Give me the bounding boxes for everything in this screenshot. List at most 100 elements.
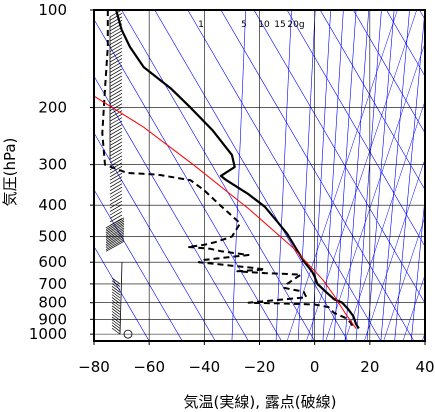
mixing-ratio-line-1 <box>275 10 292 341</box>
y-tick-label-6: 700 <box>38 275 67 293</box>
wind-barb <box>109 190 123 198</box>
y-tick-label-8: 900 <box>38 310 67 328</box>
wind-barbs <box>105 10 133 339</box>
dewpoint-line <box>101 10 355 328</box>
mixing-ratio-line-4 <box>322 10 344 341</box>
wind-barb <box>109 120 123 129</box>
x-tick-label-0: −80 <box>78 358 110 376</box>
wind-barb <box>105 224 125 235</box>
wind-barb <box>109 183 123 191</box>
x-tick-label-6: 40 <box>415 358 434 376</box>
parcel-line <box>94 95 357 329</box>
wind-barb <box>109 44 123 52</box>
mixing-ratio-label-0: 1 <box>198 20 204 30</box>
wind-barb <box>111 316 121 324</box>
dry-adiabat-4 <box>94 18 282 341</box>
mixing-ratio-line-6 <box>344 10 370 341</box>
wind-barb <box>111 283 121 290</box>
wind-barb <box>109 148 123 157</box>
mixing-ratio-labels: 1 5 10 15 20g <box>198 20 304 30</box>
wind-barb <box>109 145 123 153</box>
wind-barb <box>105 225 125 237</box>
temperature-line <box>115 10 360 329</box>
y-tick-label-4: 500 <box>38 228 67 246</box>
wind-barb <box>111 313 121 321</box>
wind-barb <box>109 13 123 21</box>
wind-barb <box>111 322 121 329</box>
wind-barb <box>111 325 121 332</box>
wind-barb <box>111 302 121 310</box>
wind-barb <box>109 99 123 108</box>
wind-barb <box>111 311 121 318</box>
wind-barb <box>109 155 123 164</box>
dry-adiabat-6 <box>154 10 349 341</box>
wind-barb <box>111 327 121 335</box>
wind-barb <box>105 229 125 240</box>
wind-barb <box>109 37 123 45</box>
dry-adiabat-3 <box>94 75 249 341</box>
wind-barb <box>109 113 123 122</box>
x-axis-title: 気温(実線), 露点(破線) <box>184 393 337 411</box>
wind-barb <box>105 217 125 229</box>
x-tick-label-2: −40 <box>189 358 221 376</box>
wind-barb <box>105 222 125 234</box>
wind-barb <box>111 286 121 293</box>
dry-adiabat-0 <box>94 245 150 341</box>
y-tick-label-2: 300 <box>38 156 67 174</box>
wind-barb <box>109 79 123 87</box>
wind-barb <box>111 297 121 304</box>
wind-barb <box>109 75 123 84</box>
wind-barb <box>109 165 123 174</box>
wind-barb <box>109 89 123 98</box>
wind-barb <box>109 186 123 195</box>
wind-barb <box>111 299 121 307</box>
dry-adiabat-2 <box>94 132 216 341</box>
wind-barb <box>111 277 121 285</box>
x-tick-label-5: 20 <box>360 358 379 376</box>
guide-lines <box>94 10 425 341</box>
wind-barb <box>109 211 123 219</box>
wind-barb <box>105 239 125 250</box>
dry-adiabat-8 <box>220 10 415 341</box>
isotherm-5 <box>383 216 425 341</box>
wind-barb <box>109 207 123 216</box>
wind-barb <box>109 162 123 171</box>
wind-barb <box>109 51 123 59</box>
wind-barb <box>105 241 125 252</box>
wind-calm-circle <box>123 329 133 339</box>
series-lines <box>94 10 360 329</box>
y-tick-label-3: 400 <box>38 196 67 214</box>
y-tick-label-5: 600 <box>38 253 67 271</box>
mixing-ratio-line-0 <box>231 10 247 341</box>
wind-barb <box>109 82 123 91</box>
mixing-ratio-line-9 <box>380 10 410 341</box>
mixing-ratio-label-1: 5 <box>241 20 247 30</box>
x-tick-label-4: 0 <box>310 358 320 376</box>
y-tick-label-7: 800 <box>38 294 67 312</box>
wind-barb <box>105 219 125 230</box>
dry-adiabat-9 <box>253 10 425 304</box>
mixing-ratio-label-3: 15 <box>274 20 285 30</box>
y-tick-label-1: 200 <box>38 99 67 117</box>
wind-barb <box>109 33 123 42</box>
dry-adiabat-1 <box>94 189 183 341</box>
wind-staff-lower <box>119 262 123 335</box>
wind-barb <box>109 58 123 66</box>
wind-barb <box>109 40 123 49</box>
isotherm-1 <box>306 10 417 341</box>
wind-barb <box>109 141 123 150</box>
mixing-ratio-label-4: 20g <box>287 20 304 30</box>
wind-barb <box>111 288 121 296</box>
wind-barb <box>109 96 123 105</box>
wind-barb <box>109 72 123 80</box>
mixing-ratio-line-11 <box>410 195 425 341</box>
wind-barb <box>109 86 123 94</box>
wind-barb <box>109 200 123 209</box>
wind-barb <box>109 214 123 223</box>
isotherm-6 <box>402 274 425 341</box>
dry-adiabat-10 <box>286 10 425 248</box>
y-axis-title: 気圧(hPa) <box>1 138 19 207</box>
wind-barb <box>109 134 123 143</box>
wind-barb <box>109 61 123 70</box>
wind-barb <box>105 230 125 242</box>
